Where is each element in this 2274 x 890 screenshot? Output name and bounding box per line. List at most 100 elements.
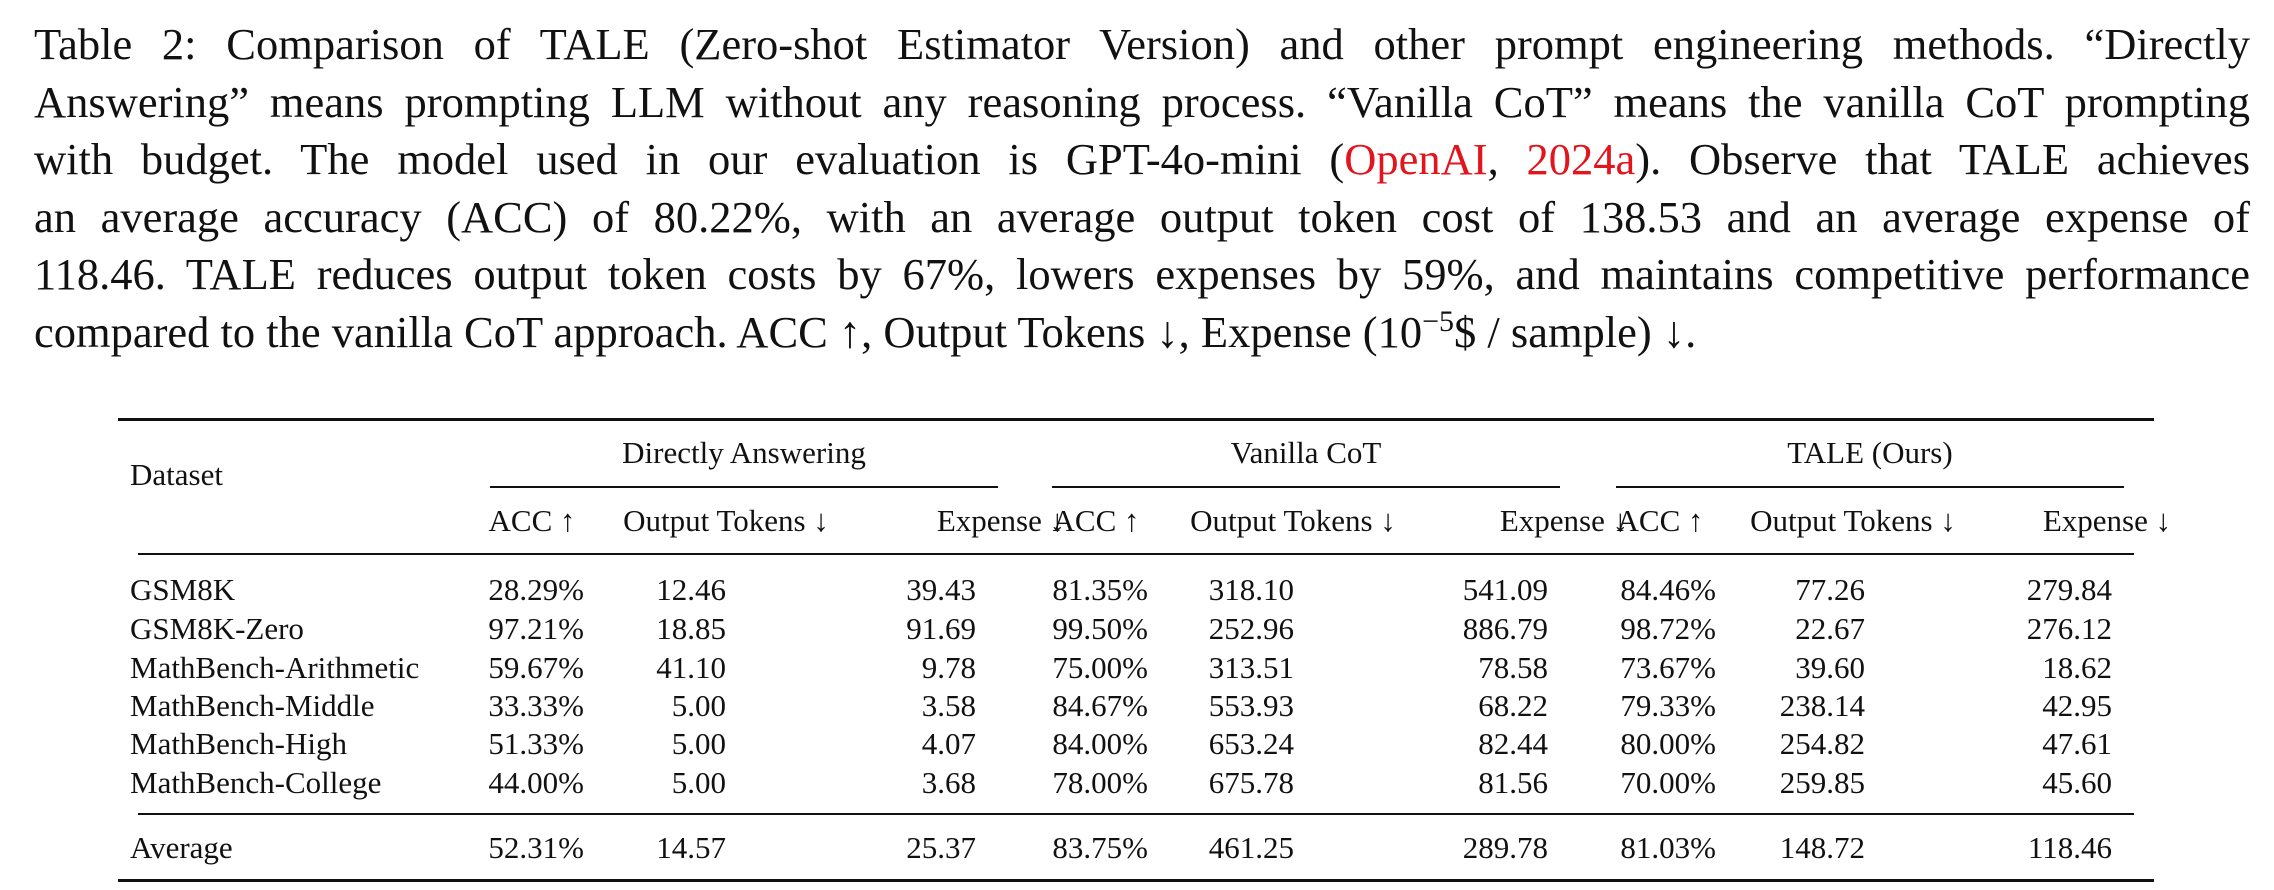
cell-acc: 97.21% [488, 611, 584, 646]
cell-output-tokens: 22.67 [1795, 611, 1865, 646]
cell-expense: 276.12 [2026, 611, 2112, 646]
cell-output-tokens: 5.00 [671, 688, 726, 723]
caption-text: with budget. The model used in our evalu… [34, 134, 1345, 184]
cell-expense: 39.43 [906, 572, 976, 607]
cell-output-tokens: 5.00 [671, 765, 726, 800]
caption-line-6: compared to the vanilla CoT approach. AC… [34, 304, 2250, 362]
cell-output-tokens: 653.24 [1208, 726, 1294, 761]
citation-year-link[interactable]: 2024a [1526, 134, 1636, 184]
top-rule [118, 418, 2154, 421]
citation-author-link[interactable]: OpenAI [1344, 134, 1488, 184]
cell-expense: 289.78 [1462, 830, 1548, 865]
subheader-output-tokens: Output Tokens ↓ [1750, 503, 1956, 538]
caption-line-2: Answering” means prompting LLM without a… [34, 76, 2250, 127]
cell-acc: 33.33% [488, 688, 584, 723]
cell-output-tokens: 675.78 [1208, 765, 1294, 800]
caption-line-4: an average accuracy (ACC) of 80.22%, wit… [34, 191, 2250, 242]
cell-expense: 47.61 [2042, 726, 2112, 761]
cell-expense: 45.60 [2042, 765, 2112, 800]
cell-output-tokens: 238.14 [1779, 688, 1865, 723]
cell-expense: 279.84 [2026, 572, 2112, 607]
cell-expense: 82.44 [1478, 726, 1548, 761]
caption-exponent: −5 [1422, 304, 1455, 338]
cell-expense: 886.79 [1462, 611, 1548, 646]
results-table: Dataset Directly Answering Vanilla CoT T… [118, 418, 2171, 884]
cell-expense: 3.68 [921, 765, 976, 800]
cell-output-tokens: 14.57 [656, 830, 726, 865]
cell-acc: 84.46% [1620, 572, 1716, 607]
group-header-vanilla-cot: Vanilla CoT [1230, 435, 1382, 470]
caption-text: $ / sample) ↓. [1454, 306, 1697, 357]
cell-output-tokens: 18.85 [656, 611, 726, 646]
cell-expense: 541.09 [1462, 572, 1548, 607]
dataset-name: MathBench-Middle [130, 688, 375, 723]
caption-text: compared to the vanilla CoT approach. AC… [34, 306, 1423, 357]
group-header-tale: TALE (Ours) [1787, 435, 1953, 470]
cell-expense: 81.56 [1478, 765, 1548, 800]
cell-acc: 80.00% [1620, 726, 1716, 761]
cell-expense: 25.37 [906, 830, 976, 865]
cell-acc: 44.00% [488, 765, 584, 800]
cell-acc: 28.29% [488, 572, 584, 607]
cell-output-tokens: 318.10 [1208, 572, 1294, 607]
cell-acc: 84.67% [1052, 688, 1148, 723]
cell-acc: 59.67% [488, 650, 584, 685]
caption-line-5: 118.46. TALE reduces output token costs … [34, 249, 2250, 299]
cell-output-tokens: 313.51 [1208, 650, 1294, 685]
subheader-output-tokens: Output Tokens ↓ [623, 503, 829, 538]
cell-acc: 52.31% [488, 830, 584, 865]
subheader-expense: Expense ↓ [1499, 503, 1629, 538]
cell-expense: 118.46 [2027, 830, 2112, 865]
caption-line-1: Table 2: Comparison of TALE (Zero-shot E… [34, 19, 2250, 69]
cell-expense: 9.78 [921, 650, 976, 685]
dataset-name: MathBench-Arithmetic [130, 650, 420, 685]
cell-acc: 78.00% [1052, 765, 1148, 800]
caption-text: , [1487, 134, 1527, 184]
dataset-name: GSM8K-Zero [130, 611, 304, 646]
cell-expense: 18.62 [2042, 650, 2112, 685]
cell-acc: 79.33% [1620, 688, 1716, 723]
dataset-name: Average [130, 830, 233, 865]
cell-expense: 3.58 [921, 688, 976, 723]
average-rule [138, 813, 2134, 815]
dataset-header: Dataset [130, 457, 223, 492]
subheader-expense: Expense ↓ [2042, 503, 2172, 538]
group-rule-1 [490, 486, 998, 488]
cell-acc: 70.00% [1620, 765, 1716, 800]
cell-expense: 4.07 [921, 726, 976, 761]
cell-output-tokens: 254.82 [1779, 726, 1865, 761]
cell-acc: 98.72% [1620, 611, 1716, 646]
dataset-name: MathBench-College [130, 765, 382, 800]
header-rule [138, 553, 2134, 555]
cell-acc: 84.00% [1052, 726, 1148, 761]
cell-output-tokens: 39.60 [1795, 650, 1865, 685]
dataset-name: MathBench-High [130, 726, 347, 761]
cell-acc: 73.67% [1620, 650, 1716, 685]
group-header-directly-answering: Directly Answering [622, 435, 866, 470]
cell-output-tokens: 5.00 [671, 726, 726, 761]
cell-output-tokens: 252.96 [1208, 611, 1294, 646]
cell-acc: 51.33% [488, 726, 584, 761]
cell-expense: 78.58 [1478, 650, 1548, 685]
cell-output-tokens: 77.26 [1795, 572, 1865, 607]
subheader-expense: Expense ↓ [936, 503, 1066, 538]
cell-output-tokens: 148.72 [1779, 830, 1865, 865]
caption-text: ). Observe that TALE achieves [1635, 134, 2251, 184]
cell-acc: 81.03% [1620, 830, 1716, 865]
subheader-acc: ACC ↑ [1052, 503, 1140, 538]
cell-expense: 68.22 [1478, 688, 1548, 723]
cell-acc: 81.35% [1052, 572, 1148, 607]
cell-output-tokens: 41.10 [656, 650, 726, 685]
table-caption: Table 2: Comparison of TALE (Zero-shot E… [34, 16, 2250, 361]
subheader-acc: ACC ↑ [1616, 503, 1704, 538]
cell-expense: 91.69 [906, 611, 976, 646]
subheader-acc: ACC ↑ [488, 503, 576, 538]
cell-expense: 42.95 [2042, 688, 2112, 723]
cell-output-tokens: 553.93 [1208, 688, 1294, 723]
cell-output-tokens: 12.46 [656, 572, 726, 607]
cell-output-tokens: 461.25 [1208, 830, 1294, 865]
group-rule-2 [1052, 486, 1560, 488]
subheader-output-tokens: Output Tokens ↓ [1190, 503, 1396, 538]
cell-output-tokens: 259.85 [1779, 765, 1865, 800]
cell-acc: 83.75% [1052, 830, 1148, 865]
